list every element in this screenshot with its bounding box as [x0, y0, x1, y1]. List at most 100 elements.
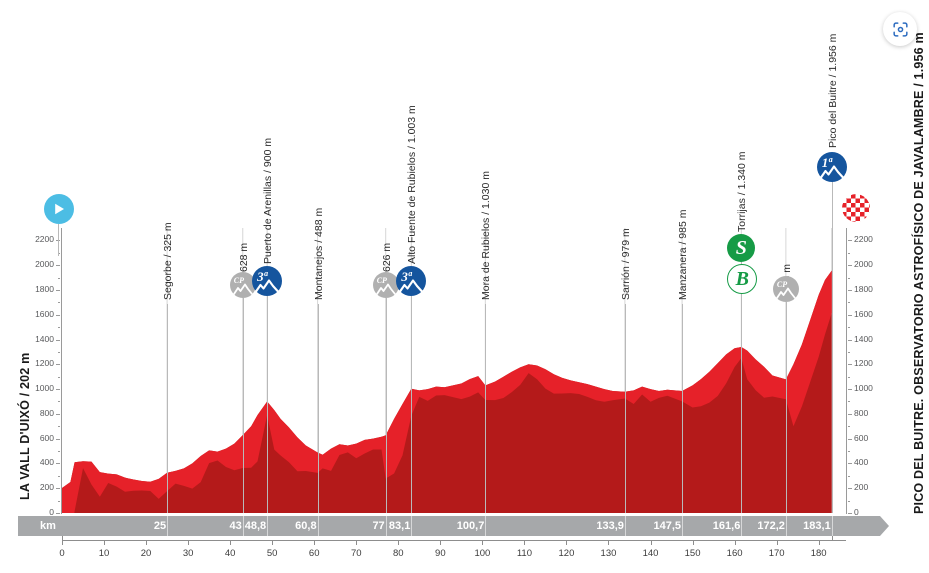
- km-tick-label: 48,8: [244, 520, 267, 532]
- y-axis-tick-mark: [56, 339, 60, 341]
- y-axis-tick-label: 800: [854, 407, 869, 418]
- checkpoint-badge-text: CP: [233, 276, 244, 285]
- y-axis-tick-mark: [848, 265, 852, 267]
- marker-label-cp-626: 626 m: [380, 242, 393, 272]
- y-axis-minor-tick: [58, 376, 60, 378]
- scale-tick: [440, 540, 442, 545]
- km-tick-label: 83,1: [388, 520, 411, 532]
- y-axis-tick-label: 1400: [854, 333, 873, 344]
- marker-stem: [317, 304, 319, 513]
- scale-tick-label: 120: [558, 548, 575, 559]
- y-axis-tick-label: 200: [854, 482, 869, 493]
- scale-tick-label: 30: [182, 548, 194, 559]
- y-axis-tick-mark: [848, 488, 852, 490]
- marker-label-sarrion: Sarrión / 979 m: [619, 228, 632, 300]
- y-axis-tick-label: 200: [39, 482, 54, 493]
- km-tick-mark: [741, 516, 743, 536]
- scale-tick-label: 70: [350, 548, 362, 559]
- checkpoint-badge-cp-626: CP: [372, 272, 399, 298]
- km-tick-label: 43: [229, 520, 242, 532]
- km-tick-mark: [242, 516, 244, 536]
- km-tick-mark: [411, 516, 413, 536]
- y-axis-left-line: [61, 228, 62, 514]
- y-axis-tick-mark: [848, 314, 852, 316]
- start-marker-stem: [58, 224, 59, 256]
- scale-tick: [356, 540, 358, 545]
- lens-icon: [892, 21, 908, 37]
- scale-tick: [566, 540, 568, 545]
- scale-tick: [188, 540, 190, 545]
- km-tick-label: 77: [372, 520, 385, 532]
- y-axis-tick-label: 1200: [35, 358, 54, 369]
- y-axis-tick-mark: [56, 364, 60, 366]
- y-axis-tick-label: 0: [49, 507, 54, 517]
- y-axis-minor-tick: [58, 500, 60, 502]
- y-axis-tick-mark: [848, 364, 852, 366]
- scale-tick: [272, 540, 274, 545]
- mountain-icon: [399, 278, 424, 293]
- marker-label-montanejos: Montanejos / 488 m: [312, 207, 325, 300]
- y-axis-minor-tick: [848, 426, 850, 428]
- scale-tick: [818, 540, 820, 545]
- y-axis-tick-mark: [848, 289, 852, 291]
- y-axis-minor-tick: [848, 376, 850, 378]
- marker-label-torrijas: Torrijas / 1.340 m: [736, 151, 749, 232]
- marker-label-arenillas: Puerto de Arenillas / 900 m: [262, 137, 275, 264]
- km-bar: km 25 43 48,8 60,8 77 83,1 100,7 133,9 147,5 161,…: [18, 516, 889, 536]
- scale-tick: [734, 540, 736, 545]
- marker-label-segorbe: Segorbe / 325 m: [162, 222, 175, 300]
- y-axis-tick-label: 2000: [854, 259, 873, 270]
- km-tick-mark: [267, 516, 269, 536]
- km-tick-mark: [785, 516, 787, 536]
- km-tick-label: 133,9: [596, 520, 624, 532]
- y-axis-tick-mark: [56, 438, 60, 440]
- checkpoint-badge-text: CP: [776, 280, 788, 289]
- marker-label-manzanera: Manzanera / 985 m: [677, 209, 690, 300]
- y-axis-tick-label: 2200: [854, 234, 873, 245]
- y-axis-tick-label: 2200: [35, 234, 54, 245]
- y-axis-tick-label: 2000: [35, 259, 54, 270]
- y-axis-minor-tick: [58, 401, 60, 403]
- y-axis-minor-tick: [848, 252, 850, 254]
- marker-stem: [785, 302, 787, 513]
- km-unit-label: km: [40, 520, 56, 532]
- km-tick-label: 183,1: [803, 520, 831, 532]
- climb-category-badge-pico-buitre: 1ª: [816, 152, 847, 182]
- sprint-badge-torrijas: S: [727, 234, 756, 262]
- scale-tick: [146, 540, 148, 545]
- scale-tick: [776, 540, 778, 545]
- climb-category-badge-arenillas: 3ª: [252, 266, 283, 296]
- km-tick-label: 161,6: [712, 520, 741, 532]
- scale-tick-label: 140: [642, 548, 659, 559]
- km-tick-mark: [831, 516, 833, 536]
- scale-tick-label: 160: [726, 548, 743, 559]
- scale-tick-label: 90: [435, 548, 446, 559]
- y-axis-tick-mark: [848, 389, 852, 391]
- climb-category-text: 1ª: [821, 155, 832, 170]
- y-axis-minor-tick: [58, 451, 60, 453]
- climb-category-text: 3ª: [401, 269, 412, 284]
- y-axis-tick-label: 1000: [854, 383, 873, 394]
- scale-tick-label: 170: [768, 548, 785, 559]
- scale-tick: [692, 540, 694, 545]
- y-axis-minor-tick: [58, 426, 60, 428]
- mountain-icon: [232, 283, 253, 295]
- marker-stem: [831, 178, 833, 513]
- checkpoint-badge-text: CP: [376, 276, 387, 285]
- y-axis-minor-tick: [848, 302, 850, 304]
- scale-tick-label: 20: [140, 548, 152, 559]
- y-axis-minor-tick: [58, 252, 60, 254]
- lens-button[interactable]: [883, 12, 917, 46]
- y-axis-minor-tick: [58, 277, 60, 279]
- y-axis-tick-label: 1400: [35, 333, 54, 344]
- mountain-icon: [375, 283, 396, 295]
- marker-label-mora-rubielos: Mora de Rubielos / 1.030 m: [480, 171, 493, 300]
- scale-tick-label: 130: [600, 548, 617, 559]
- y-axis-tick-mark: [848, 240, 852, 242]
- play-icon: [55, 203, 64, 215]
- marker-label-pico-buitre: Pico del Buitre / 1.956 m: [826, 33, 839, 148]
- km-tick-label: 25: [153, 520, 167, 532]
- y-axis-minor-tick: [58, 475, 60, 477]
- y-axis-right: 2200 2000 1800 1600 1400 1200 1000 800 600 400 200…: [846, 228, 890, 516]
- scale-tick-label: 40: [224, 548, 236, 559]
